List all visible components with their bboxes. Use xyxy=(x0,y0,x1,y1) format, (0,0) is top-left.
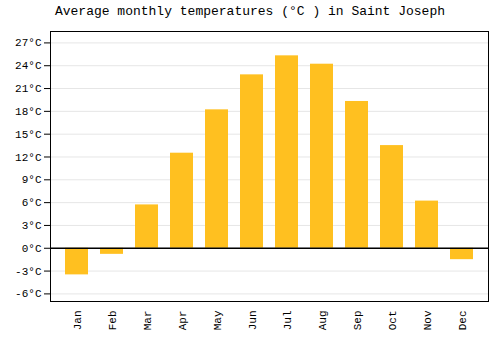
svg-text:0°C: 0°C xyxy=(22,243,42,255)
svg-text:Apr: Apr xyxy=(177,311,189,331)
svg-text:Jan: Jan xyxy=(72,311,84,331)
svg-text:Nov: Nov xyxy=(422,310,434,330)
svg-text:6°C: 6°C xyxy=(22,197,42,209)
svg-text:Aug: Aug xyxy=(317,311,329,331)
svg-text:18°C: 18°C xyxy=(15,106,42,118)
svg-text:-6°C: -6°C xyxy=(15,288,42,300)
svg-text:-3°C: -3°C xyxy=(15,266,42,278)
svg-text:Oct: Oct xyxy=(387,311,399,331)
svg-text:12°C: 12°C xyxy=(15,152,42,164)
svg-text:May: May xyxy=(212,310,224,330)
svg-text:21°C: 21°C xyxy=(15,83,42,95)
svg-text:9°C: 9°C xyxy=(22,174,42,186)
svg-text:Sep: Sep xyxy=(352,311,364,331)
svg-text:Mar: Mar xyxy=(142,311,154,331)
svg-text:3°C: 3°C xyxy=(22,220,42,232)
svg-text:Dec: Dec xyxy=(457,311,469,331)
svg-text:Feb: Feb xyxy=(107,311,119,331)
svg-text:Jul: Jul xyxy=(282,311,294,331)
svg-text:24°C: 24°C xyxy=(15,60,42,72)
svg-text:15°C: 15°C xyxy=(15,129,42,141)
svg-text:Jun: Jun xyxy=(247,311,259,331)
html-text:Average monthly temperatures (: Average monthly temperatures (°C ) in Sa… xyxy=(55,4,445,19)
svg-text:27°C: 27°C xyxy=(15,37,42,49)
